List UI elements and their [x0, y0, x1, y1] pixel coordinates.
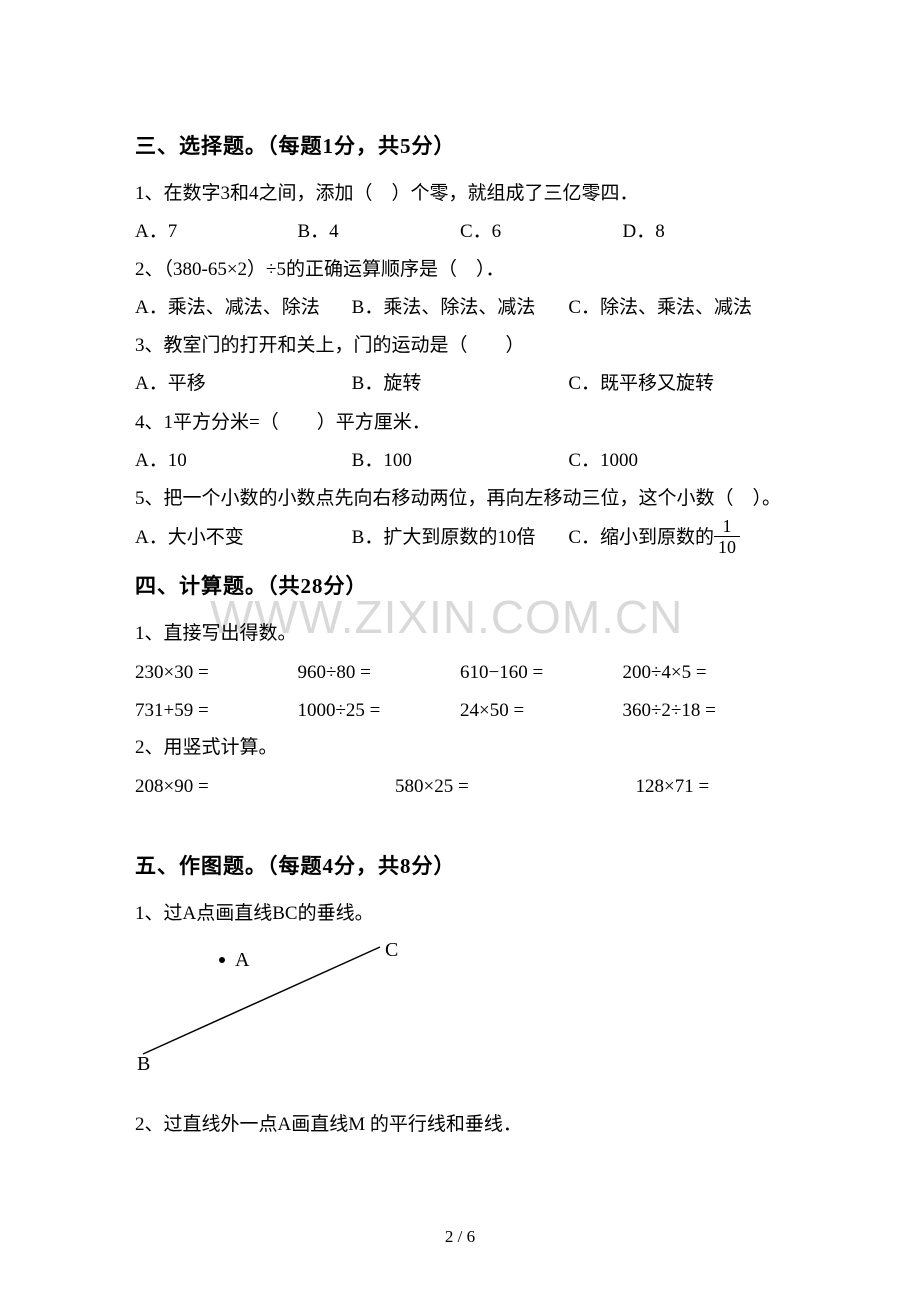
s3-q5-opt-a: A．大小不变 — [135, 520, 352, 556]
s3-q1-opt-d: D．8 — [623, 214, 786, 250]
figure-bc-perpendicular: A B C — [135, 942, 785, 1077]
s3-q1-options: A．7 B．4 C．6 D．8 — [135, 214, 785, 250]
page-footer: 2 / 6 — [0, 1227, 920, 1247]
s3-q3-text: 3、教室门的打开和关上，门的运动是（ ） — [135, 328, 785, 364]
s3-q4-options: A．10 B．100 C．1000 — [135, 443, 785, 479]
s3-q4-text: 4、1平方分米=（ ）平方厘米． — [135, 405, 785, 441]
s3-q2-opt-a: A．乘法、减法、除法 — [135, 290, 352, 326]
calc-r3-c3: 128×71 = — [636, 768, 786, 806]
calc-row-1: 230×30 = 960÷80 = 610−160 = 200÷4×5 = — [135, 654, 785, 692]
figure-svg-icon: A B C — [135, 942, 415, 1072]
calc-r1-c4: 200÷4×5 = — [623, 654, 786, 692]
s3-q1-opt-a: A．7 — [135, 214, 298, 250]
s5-q1-text: 1、过A点画直线BC的垂线。 — [135, 896, 785, 932]
s3-q2-opt-c: C．除法、乘法、减法 — [568, 290, 785, 326]
line-bc-icon — [143, 947, 380, 1054]
calc-r3-c2: 580×25 = — [395, 768, 636, 806]
calc-r1-c1: 230×30 = — [135, 654, 298, 692]
s3-q1-opt-c: C．6 — [460, 214, 623, 250]
s3-q1-opt-b: B．4 — [298, 214, 461, 250]
section4-heading: 四、计算题。（共28分） — [135, 570, 785, 600]
s3-q3-options: A．平移 B．旋转 C．既平移又旋转 — [135, 366, 785, 402]
s3-q3-opt-c: C．既平移又旋转 — [568, 366, 785, 402]
s3-q5-options: A．大小不变 B．扩大到原数的10倍 C．缩小到原数的110 — [135, 519, 785, 558]
label-b: B — [137, 1053, 150, 1072]
calc-r2-c4: 360÷2÷18 = — [623, 692, 786, 730]
calc-r2-c2: 1000÷25 = — [298, 692, 461, 730]
section5-heading: 五、作图题。（每题4分，共8分） — [135, 850, 785, 880]
calc-r3-c1: 208×90 = — [135, 768, 395, 806]
calc-row-3: 208×90 = 580×25 = 128×71 = — [135, 768, 785, 806]
page-content: 三、选择题。（每题1分，共5分） 1、在数字3和4之间，添加（ ）个零，就组成了… — [135, 130, 785, 1143]
s3-q5-opt-b: B．扩大到原数的10倍 — [352, 520, 569, 556]
frac-num: 1 — [714, 517, 740, 537]
s3-q2-opt-b: B．乘法、除法、减法 — [352, 290, 569, 326]
frac-den: 10 — [714, 537, 740, 556]
s3-q2-options: A．乘法、减法、除法 B．乘法、除法、减法 C．除法、乘法、减法 — [135, 290, 785, 326]
calc-r2-c1: 731+59 = — [135, 692, 298, 730]
s3-q5-text: 5、把一个小数的小数点先向右移动两位，再向左移动三位，这个小数（ ）。 — [135, 481, 785, 517]
s3-q1-text: 1、在数字3和4之间，添加（ ）个零，就组成了三亿零四． — [135, 176, 785, 212]
calc-r1-c3: 610−160 = — [460, 654, 623, 692]
calc-row-2: 731+59 = 1000÷25 = 24×50 = 360÷2÷18 = — [135, 692, 785, 730]
s3-q4-opt-c: C．1000 — [568, 443, 785, 479]
s3-q5-opt-c: C．缩小到原数的110 — [568, 519, 785, 558]
point-a-icon — [219, 957, 225, 963]
s3-q3-opt-a: A．平移 — [135, 366, 352, 402]
label-a: A — [235, 949, 250, 971]
label-c: C — [385, 942, 398, 961]
s5-q2-text: 2、过直线外一点A画直线M 的平行线和垂线． — [135, 1107, 785, 1143]
s3-q5-opt-c-prefix: C．缩小到原数的 — [568, 527, 714, 548]
section3-heading: 三、选择题。（每题1分，共5分） — [135, 130, 785, 160]
s3-q3-opt-b: B．旋转 — [352, 366, 569, 402]
s3-q2-text: 2、（380-65×2）÷5的正确运算顺序是（ ）． — [135, 252, 785, 288]
calc-r2-c3: 24×50 = — [460, 692, 623, 730]
fraction-icon: 110 — [714, 517, 740, 556]
s4-q2-label: 2、用竖式计算。 — [135, 730, 785, 766]
s4-q1-label: 1、直接写出得数。 — [135, 616, 785, 652]
s3-q4-opt-b: B．100 — [352, 443, 569, 479]
s3-q4-opt-a: A．10 — [135, 443, 352, 479]
calc-r1-c2: 960÷80 = — [298, 654, 461, 692]
